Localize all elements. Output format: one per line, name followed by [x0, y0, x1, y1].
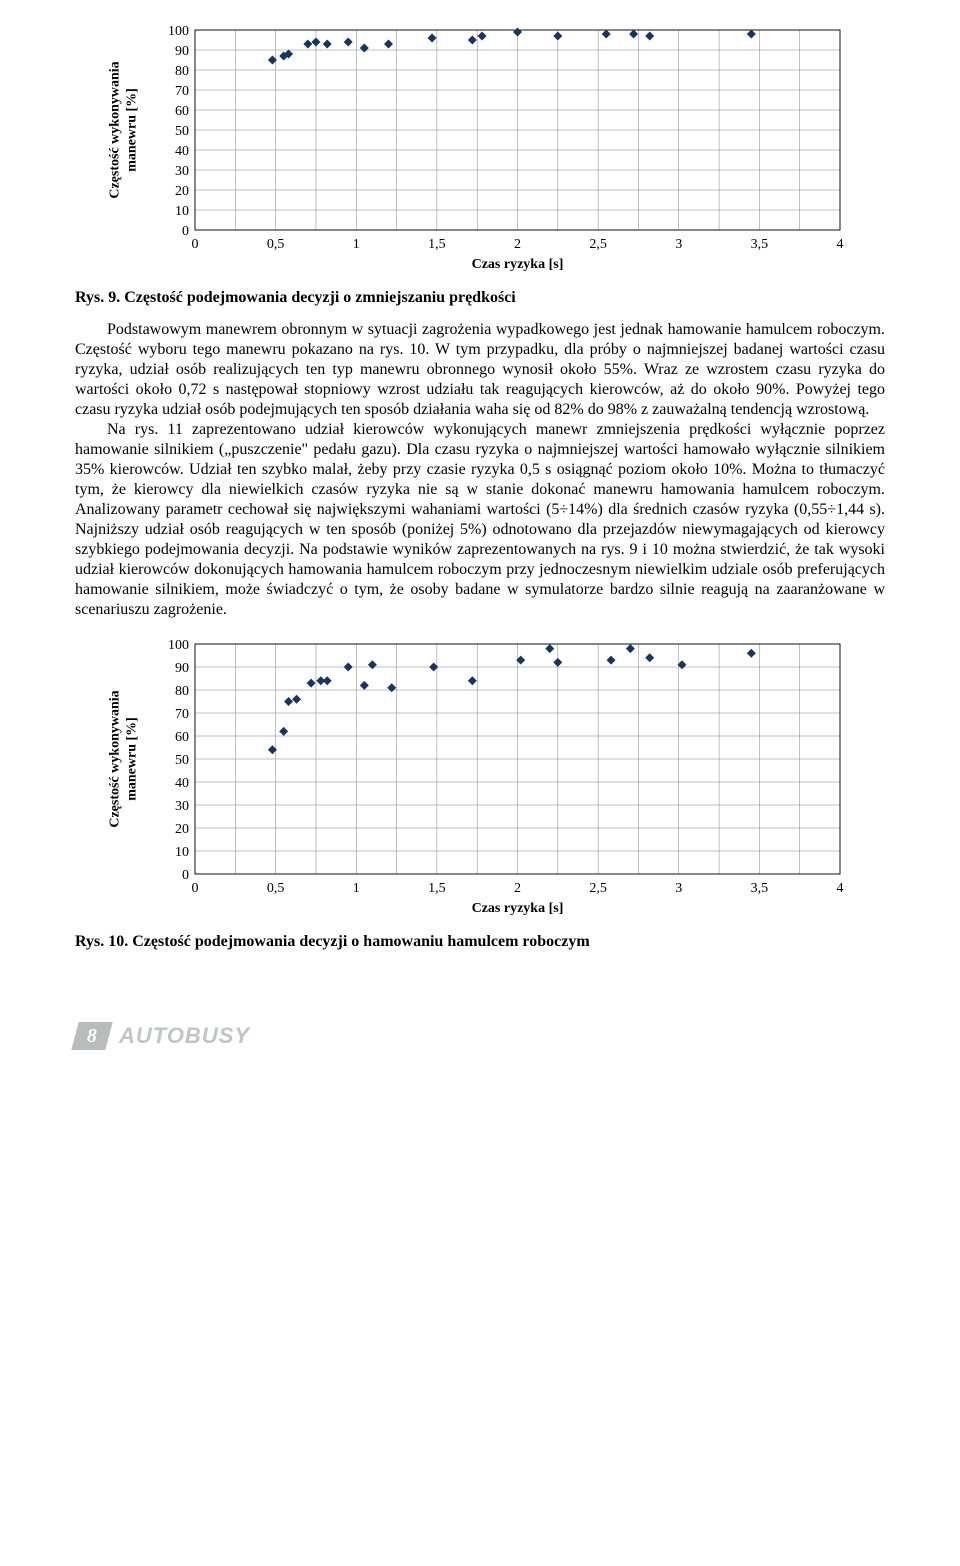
chart-1: 00,511,522,533,540102030405060708090100C…: [75, 20, 885, 280]
chart-2-svg: 00,511,522,533,540102030405060708090100C…: [100, 634, 860, 924]
svg-text:0: 0: [192, 237, 199, 252]
svg-text:0,5: 0,5: [267, 237, 285, 252]
svg-text:90: 90: [175, 44, 189, 59]
footer-brand: AUTOBUSY: [119, 1022, 250, 1050]
svg-text:2,5: 2,5: [589, 881, 607, 896]
svg-text:Czas ryzyka [s]: Czas ryzyka [s]: [472, 257, 564, 272]
svg-text:40: 40: [175, 144, 189, 159]
svg-text:0,5: 0,5: [267, 881, 285, 896]
svg-text:4: 4: [837, 881, 844, 896]
svg-text:60: 60: [175, 104, 189, 119]
svg-text:0: 0: [182, 224, 189, 239]
svg-text:1: 1: [353, 881, 360, 896]
svg-text:90: 90: [175, 661, 189, 676]
paragraph-2: Na rys. 11 zaprezentowano udział kierowc…: [75, 420, 885, 620]
page-number: 8: [87, 1024, 97, 1049]
svg-text:50: 50: [175, 124, 189, 139]
svg-text:3: 3: [675, 881, 682, 896]
paragraph-1: Podstawowym manewrem obronnym w sytuacji…: [75, 320, 885, 420]
svg-text:2: 2: [514, 881, 521, 896]
svg-text:10: 10: [175, 204, 189, 219]
svg-text:20: 20: [175, 184, 189, 199]
page-number-box: 8: [71, 1022, 113, 1050]
svg-text:0: 0: [182, 868, 189, 883]
svg-text:0: 0: [192, 881, 199, 896]
svg-text:1,5: 1,5: [428, 237, 446, 252]
svg-text:50: 50: [175, 753, 189, 768]
svg-text:2,5: 2,5: [589, 237, 607, 252]
svg-text:Czas ryzyka [s]: Czas ryzyka [s]: [472, 901, 564, 916]
svg-text:4: 4: [837, 237, 844, 252]
svg-text:30: 30: [175, 799, 189, 814]
figure-10-caption: Rys. 10. Częstość podejmowania decyzji o…: [75, 932, 885, 952]
page-footer: 8 AUTOBUSY: [75, 1022, 885, 1050]
svg-text:3,5: 3,5: [751, 237, 769, 252]
svg-text:80: 80: [175, 64, 189, 79]
svg-text:3: 3: [675, 237, 682, 252]
svg-text:1,5: 1,5: [428, 881, 446, 896]
svg-text:Częstość wykonywania: Częstość wykonywania: [108, 61, 123, 198]
chart-2: 00,511,522,533,540102030405060708090100C…: [75, 634, 885, 924]
svg-text:80: 80: [175, 684, 189, 699]
svg-text:60: 60: [175, 730, 189, 745]
svg-text:2: 2: [514, 237, 521, 252]
svg-text:3,5: 3,5: [751, 881, 769, 896]
svg-text:manewru [%]: manewru [%]: [125, 717, 140, 801]
body-paragraphs: Podstawowym manewrem obronnym w sytuacji…: [75, 320, 885, 620]
svg-text:20: 20: [175, 822, 189, 837]
svg-text:70: 70: [175, 707, 189, 722]
svg-text:1: 1: [353, 237, 360, 252]
figure-9-caption: Rys. 9. Częstość podejmowania decyzji o …: [75, 288, 885, 308]
svg-text:70: 70: [175, 84, 189, 99]
svg-text:10: 10: [175, 845, 189, 860]
svg-text:30: 30: [175, 164, 189, 179]
svg-text:40: 40: [175, 776, 189, 791]
chart-1-svg: 00,511,522,533,540102030405060708090100C…: [100, 20, 860, 280]
svg-text:manewru [%]: manewru [%]: [125, 88, 140, 172]
svg-text:100: 100: [168, 638, 189, 653]
svg-text:Częstość wykonywania: Częstość wykonywania: [108, 690, 123, 827]
svg-text:100: 100: [168, 24, 189, 39]
